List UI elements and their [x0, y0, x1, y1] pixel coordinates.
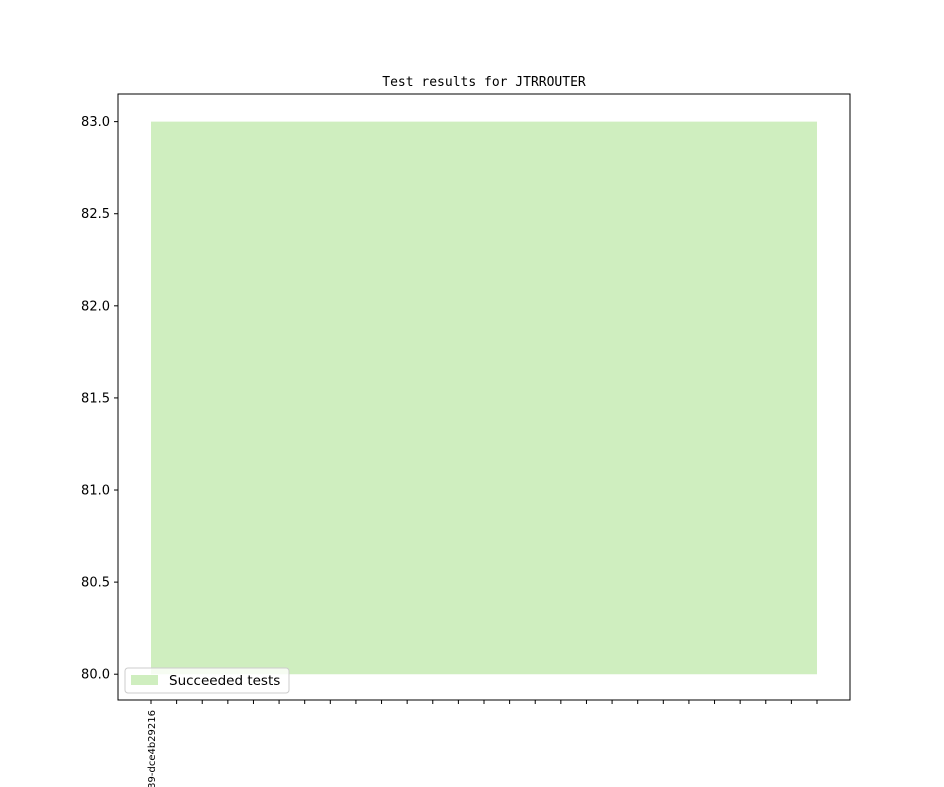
legend: Succeeded tests [124, 667, 290, 694]
legend-box [124, 667, 290, 694]
axes-frame [117, 93, 851, 701]
legend-swatch [131, 675, 158, 685]
y-tick-label: 80.5 [81, 576, 110, 591]
area-succeeded-tests [151, 121, 817, 675]
y-tick-label: 81.5 [81, 391, 110, 406]
y-tick-label: 81.0 [81, 484, 110, 499]
legend-label: Succeeded tests [169, 673, 280, 689]
y-tick-label: 82.5 [81, 207, 110, 222]
y-tick-label: 80.0 [81, 668, 110, 683]
y-tick-label: 82.0 [81, 299, 110, 314]
y-tick-label: 83.0 [81, 115, 110, 130]
x-tick-label: 39-dce4b29216 [147, 710, 158, 787]
chart-title: Test results for JTRROUTER [382, 75, 586, 90]
